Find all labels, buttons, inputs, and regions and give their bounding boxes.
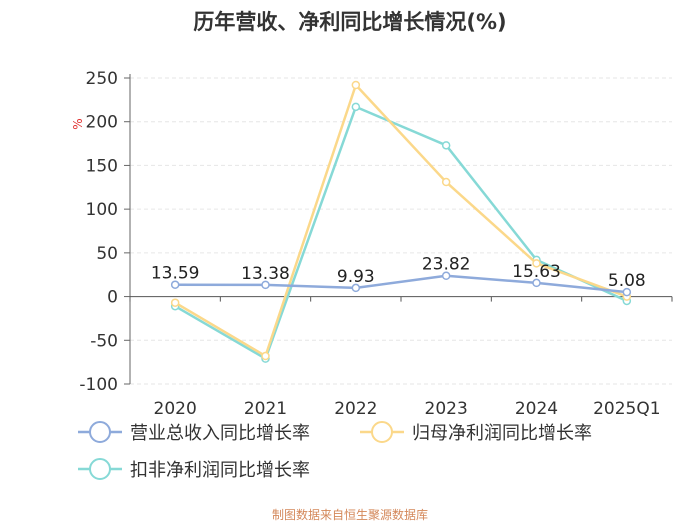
x-tick-label: 2022 — [334, 399, 377, 419]
y-tick-label: -100 — [79, 375, 118, 395]
legend-marker — [89, 458, 111, 480]
y-tick-label: 0 — [107, 288, 118, 308]
x-tick-label: 2025Q1 — [593, 399, 660, 419]
data-label: 23.82 — [422, 255, 471, 275]
x-tick-label: 2021 — [244, 399, 287, 419]
y-tick-label: -50 — [90, 331, 118, 351]
data-point — [441, 141, 451, 150]
series-line — [174, 105, 628, 360]
data-point — [441, 177, 451, 187]
data-point — [351, 283, 361, 293]
data-source-footer: 制图数据来自恒生聚源数据库 — [271, 508, 428, 522]
data-point — [170, 298, 180, 307]
x-tick-label: 2024 — [515, 399, 558, 419]
data-point — [532, 278, 541, 288]
legend-label: 扣非净利润同比增长率 — [130, 460, 310, 481]
data-point — [261, 280, 270, 290]
y-tick-label: 150 — [86, 156, 118, 176]
data-point — [351, 80, 361, 90]
data-label: 9.93 — [337, 267, 375, 287]
data-point — [170, 280, 180, 289]
data-label: 5.08 — [608, 271, 646, 291]
legend-label: 归母净利润同比增长率 — [412, 423, 592, 444]
data-label: 15.63 — [512, 262, 561, 282]
legend-marker — [371, 421, 393, 443]
x-tick-label: 2020 — [154, 399, 197, 419]
y-tick-label: 100 — [86, 200, 118, 220]
legend-marker — [89, 421, 111, 443]
data-point — [532, 259, 541, 268]
y-tick-label: 200 — [86, 113, 118, 133]
x-tick-label: 2023 — [425, 399, 468, 419]
series-line — [174, 83, 628, 358]
y-tick-label: 250 — [86, 69, 118, 89]
data-label: 13.59 — [151, 264, 200, 284]
data-point — [261, 351, 270, 361]
legend-label: 营业总收入同比增长率 — [130, 423, 310, 444]
data-point — [441, 271, 451, 280]
y-tick-label: 50 — [96, 244, 118, 264]
data-point — [351, 102, 361, 112]
y-axis-label: % — [71, 118, 85, 129]
data-label: 13.38 — [241, 264, 290, 284]
chart-title: 历年营收、净利同比增长情况(%) — [193, 10, 507, 34]
data-point — [622, 287, 632, 297]
series-line — [175, 274, 627, 294]
